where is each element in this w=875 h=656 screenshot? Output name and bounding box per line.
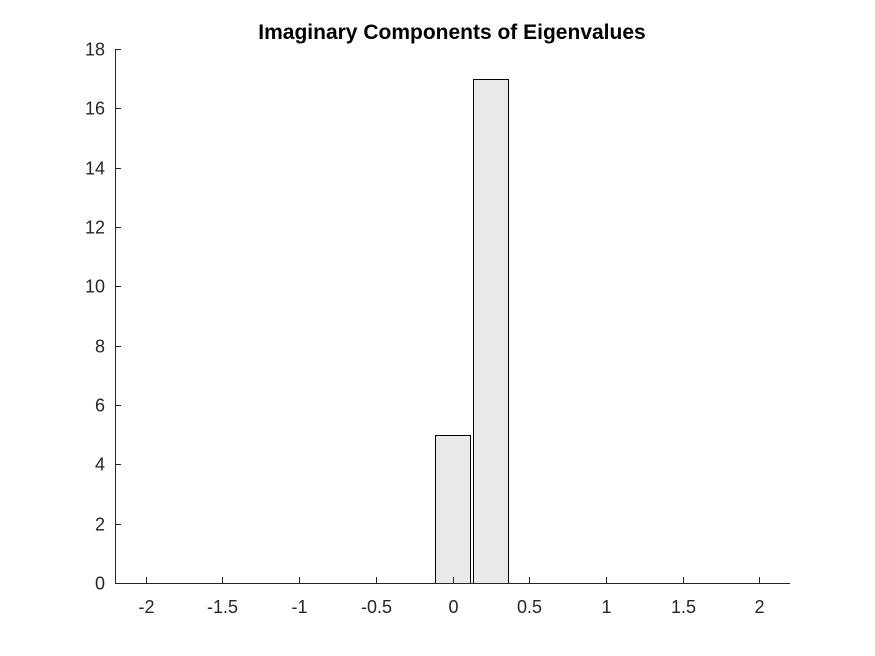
x-axis-ticks: -2 -1.5 -1 -0.5 0 0.5 1 1.5 2 [138, 577, 765, 617]
y-tick-label: 16 [85, 99, 105, 119]
x-tick-label: -2 [138, 597, 154, 617]
y-axis-ticks: 0 2 4 6 8 10 12 14 16 18 [85, 40, 121, 594]
y-tick-label: 12 [85, 218, 105, 238]
y-tick-label: 4 [95, 455, 105, 475]
x-tick-label: -1 [291, 597, 307, 617]
histogram-bar [473, 79, 509, 584]
x-tick-label: -0.5 [361, 597, 392, 617]
y-tick-label: 2 [95, 515, 105, 535]
x-tick-label: 2 [754, 597, 764, 617]
y-tick-label: 18 [85, 40, 105, 60]
chart-title: Imaginary Components of Eigenvalues [258, 21, 645, 44]
x-tick-label: 0 [448, 597, 458, 617]
y-tick-label: 10 [85, 277, 105, 297]
y-tick-label: 6 [95, 396, 105, 416]
x-tick-label: 1 [601, 597, 611, 617]
y-tick-label: 14 [85, 159, 105, 179]
x-tick-label: 1.5 [671, 597, 696, 617]
x-tick-label: 0.5 [517, 597, 542, 617]
axes [115, 49, 790, 584]
y-tick-label: 0 [95, 574, 105, 594]
x-tick-label: -1.5 [207, 597, 238, 617]
y-tick-label: 8 [95, 337, 105, 357]
bars [435, 79, 509, 584]
histogram-bar [435, 435, 471, 584]
